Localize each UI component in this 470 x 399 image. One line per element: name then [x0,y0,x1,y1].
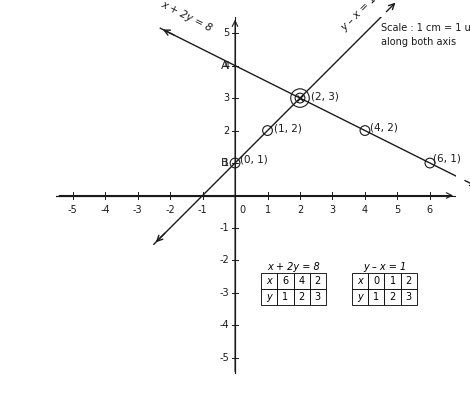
Bar [401,289,417,305]
Bar [368,273,384,289]
Text: -1: -1 [219,223,229,233]
Text: 1: 1 [223,158,229,168]
Bar [293,289,310,305]
Text: 3: 3 [223,93,229,103]
Bar [401,273,417,289]
Text: (4, 2): (4, 2) [370,122,398,132]
Text: -3: -3 [133,205,142,215]
Text: x + 2y = 8: x + 2y = 8 [267,262,320,272]
Bar [293,273,310,289]
Bar [310,273,326,289]
Bar [384,273,401,289]
Text: y: y [266,292,272,302]
Text: 1: 1 [282,292,289,302]
Text: B: B [221,158,228,168]
Text: 0: 0 [239,205,245,215]
Text: y: y [357,292,363,302]
Text: (0, 1): (0, 1) [240,155,267,165]
Text: 1: 1 [390,276,396,286]
Text: 1: 1 [265,205,271,215]
Text: 3: 3 [406,292,412,302]
Text: -2: -2 [165,205,175,215]
Text: (6, 1): (6, 1) [433,153,461,163]
Bar [277,273,293,289]
Text: 2: 2 [298,292,305,302]
Text: -3: -3 [219,288,229,298]
Text: -2: -2 [219,255,229,265]
Bar [261,273,277,289]
Text: x: x [357,276,363,286]
Text: 1: 1 [373,292,379,302]
Bar [261,289,277,305]
Bar [352,273,368,289]
Bar [310,289,326,305]
Text: 5: 5 [223,28,229,38]
Text: -4: -4 [100,205,110,215]
Text: 2: 2 [297,205,303,215]
Text: 0: 0 [373,276,379,286]
Bar [384,289,401,305]
Text: 6: 6 [427,205,433,215]
Text: (2, 3): (2, 3) [311,91,339,101]
Text: -1: -1 [198,205,207,215]
Text: -5: -5 [68,205,78,215]
Bar [352,289,368,305]
Text: y – x = 1: y – x = 1 [339,0,378,33]
Text: y – x = 1: y – x = 1 [363,262,406,272]
Text: 3: 3 [315,292,321,302]
Text: 2: 2 [390,292,396,302]
Text: -5: -5 [219,353,229,363]
Text: A: A [221,61,228,71]
Bar [368,289,384,305]
Text: 4: 4 [223,61,229,71]
Text: (1, 2): (1, 2) [274,124,302,134]
Text: 4: 4 [298,276,305,286]
Text: 4: 4 [362,205,368,215]
Text: x + 2y = 8: x + 2y = 8 [159,0,213,33]
Text: x: x [266,276,272,286]
Text: 6: 6 [282,276,289,286]
Text: 3: 3 [329,205,336,215]
Text: Scale : 1 cm = 1 unit
along both axis: Scale : 1 cm = 1 unit along both axis [381,24,470,47]
Text: 5: 5 [394,205,400,215]
Text: 2: 2 [223,126,229,136]
Text: -4: -4 [219,320,229,330]
Text: 2: 2 [315,276,321,286]
Bar [277,289,293,305]
Text: 2: 2 [406,276,412,286]
